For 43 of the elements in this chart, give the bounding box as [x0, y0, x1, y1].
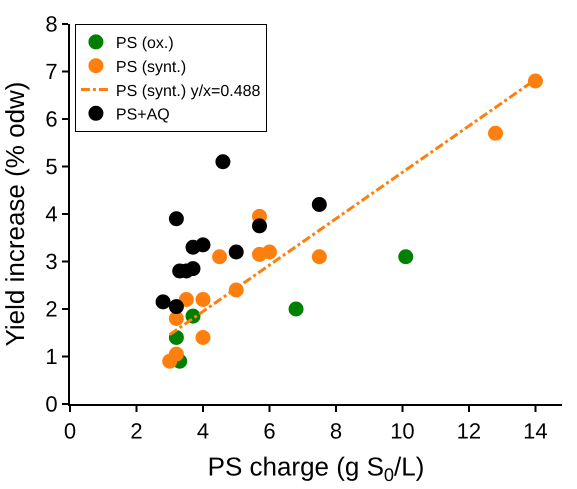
x-axis-title: PS charge (g S$_{0}$/L): [208, 452, 424, 486]
point: [398, 249, 414, 264]
point: [195, 330, 210, 345]
point: [312, 197, 327, 212]
point: [212, 249, 228, 264]
point: [195, 292, 210, 307]
point: [288, 302, 304, 316]
point: [228, 244, 244, 260]
y-tick-label: 7: [45, 59, 58, 84]
y-tick-label: 5: [45, 154, 58, 180]
point: [312, 249, 327, 264]
y-tick-label: 2: [45, 296, 58, 322]
x-tick-label: 14: [523, 418, 548, 444]
y-tick-label: 3: [45, 249, 58, 274]
point: [178, 292, 194, 307]
point: [488, 126, 504, 141]
point: [262, 244, 277, 260]
point: [168, 299, 184, 314]
x-tick-label: 0: [64, 418, 76, 444]
point: [252, 218, 267, 234]
point: [215, 154, 230, 170]
point: [528, 74, 543, 88]
point: [168, 346, 184, 362]
point: [156, 294, 171, 310]
legend-label: PS (ox.): [116, 35, 174, 52]
y-tick-label: 1: [45, 344, 58, 370]
x-tick-label: 8: [330, 418, 342, 444]
x-tick-label: 2: [130, 418, 143, 444]
point: [168, 211, 184, 226]
x-tick-label: 10: [390, 418, 415, 444]
x-tick-label: 4: [196, 418, 210, 444]
point: [195, 237, 210, 252]
legend-label: PS (synt.) y/x=0.488: [116, 82, 261, 100]
point: [186, 261, 200, 276]
x-tick-label: 6: [263, 418, 276, 444]
legend-label: PS+AQ: [116, 106, 170, 124]
x-tick-label: 12: [456, 418, 482, 444]
y-tick-label: 8: [45, 12, 58, 37]
y-tick-label: 0: [45, 392, 58, 417]
y-tick-label: 4: [45, 202, 58, 227]
legend-label: PS (synt.): [116, 58, 186, 76]
y-tick-label: 6: [45, 106, 58, 132]
y-axis-title: Yield increase (% odw): [0, 82, 30, 346]
